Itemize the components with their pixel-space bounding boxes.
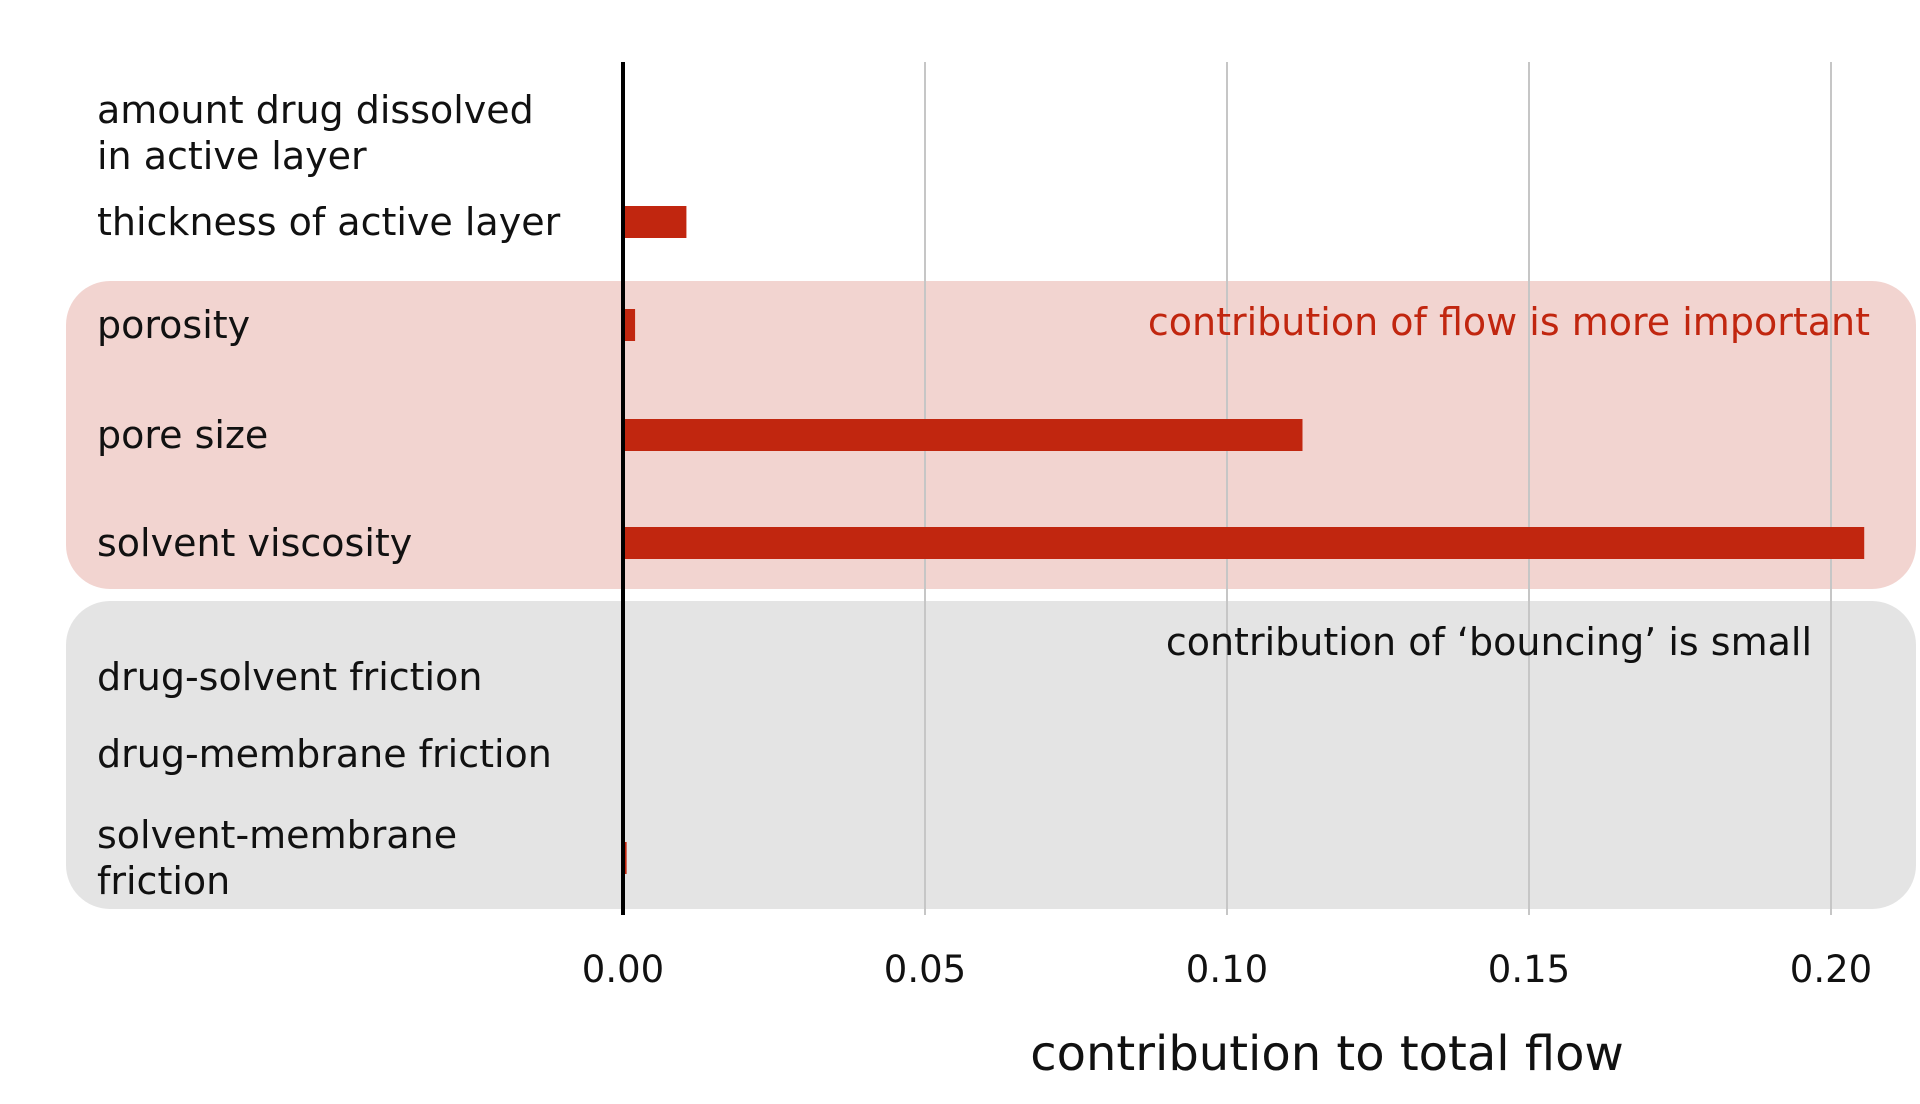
x-tick-label-0: 0.00: [582, 948, 664, 991]
bar-5: [623, 527, 1865, 559]
bars: [623, 206, 1865, 874]
group-annotation-1: contribution of flow is more important: [1148, 300, 1870, 344]
category-label-2: thickness of active layer: [97, 200, 561, 244]
category-label-7: drug-membrane friction: [97, 732, 552, 776]
category-label-4: pore size: [97, 413, 268, 457]
category-labels: amount drug dissolved in active layer thic…: [97, 88, 561, 903]
category-label-3: porosity: [97, 303, 250, 347]
x-axis-title: contribution to total flow: [1030, 1026, 1623, 1082]
group-background-2: [66, 601, 1916, 909]
gridlines: [924, 62, 1832, 915]
group-annotation-2: contribution of ‘bouncing’ is small: [1166, 620, 1812, 664]
category-label-5: solvent viscosity: [97, 521, 412, 565]
x-tick-label-4: 0.20: [1790, 948, 1872, 991]
bar-4: [623, 419, 1303, 451]
bar-2: [623, 206, 687, 238]
category-label-1: amount drug dissolved in active layer: [97, 88, 534, 178]
x-tick-label-2: 0.10: [1186, 948, 1268, 991]
bar-3: [623, 309, 636, 341]
category-label-6: drug-solvent friction: [97, 655, 482, 699]
group-annotations: contribution of flow is more important co…: [1148, 300, 1870, 664]
category-label-8: solvent-membrane friction: [97, 813, 457, 903]
x-tick-labels: 0.00 0.05 0.10 0.15 0.20: [582, 948, 1872, 991]
x-tick-label-1: 0.05: [884, 948, 966, 991]
x-tick-label-3: 0.15: [1488, 948, 1570, 991]
